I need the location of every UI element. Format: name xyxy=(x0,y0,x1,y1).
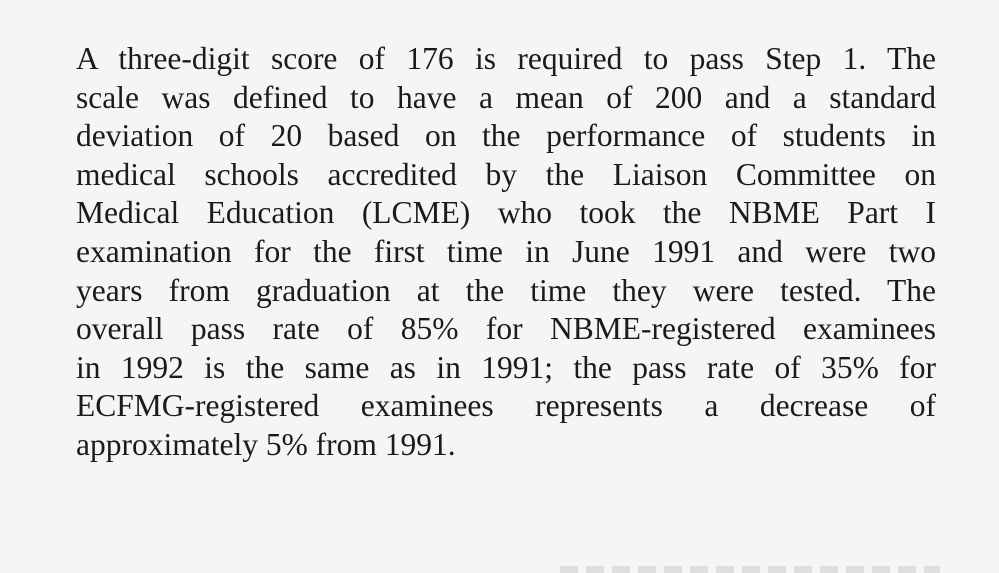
text-line: overall pass rate of 85% for NBME-regist… xyxy=(76,311,936,347)
text-line: Medical Education (LCME) who took the NB… xyxy=(76,195,936,231)
text-line: deviation of 20 based on the performance… xyxy=(76,118,936,154)
body-paragraph: A three-digit score of 176 is required t… xyxy=(76,40,936,465)
text-line: medical schools accredited by the Liaiso… xyxy=(76,156,936,192)
text-line: A three-digit score of 176 is required t… xyxy=(76,41,936,76)
text-line: approximately 5% from 1991. xyxy=(76,426,456,462)
text-line: scale was defined to have a mean of 200 … xyxy=(76,79,936,115)
text-line: in 1992 is the same as in 1991; the pass… xyxy=(76,349,936,385)
cut-off-next-line xyxy=(560,566,940,573)
text-line: ECFMG-registered examinees represents a … xyxy=(76,388,936,424)
text-line: examination for the first time in June 1… xyxy=(76,233,936,269)
text-line: years from graduation at the time they w… xyxy=(76,272,936,308)
